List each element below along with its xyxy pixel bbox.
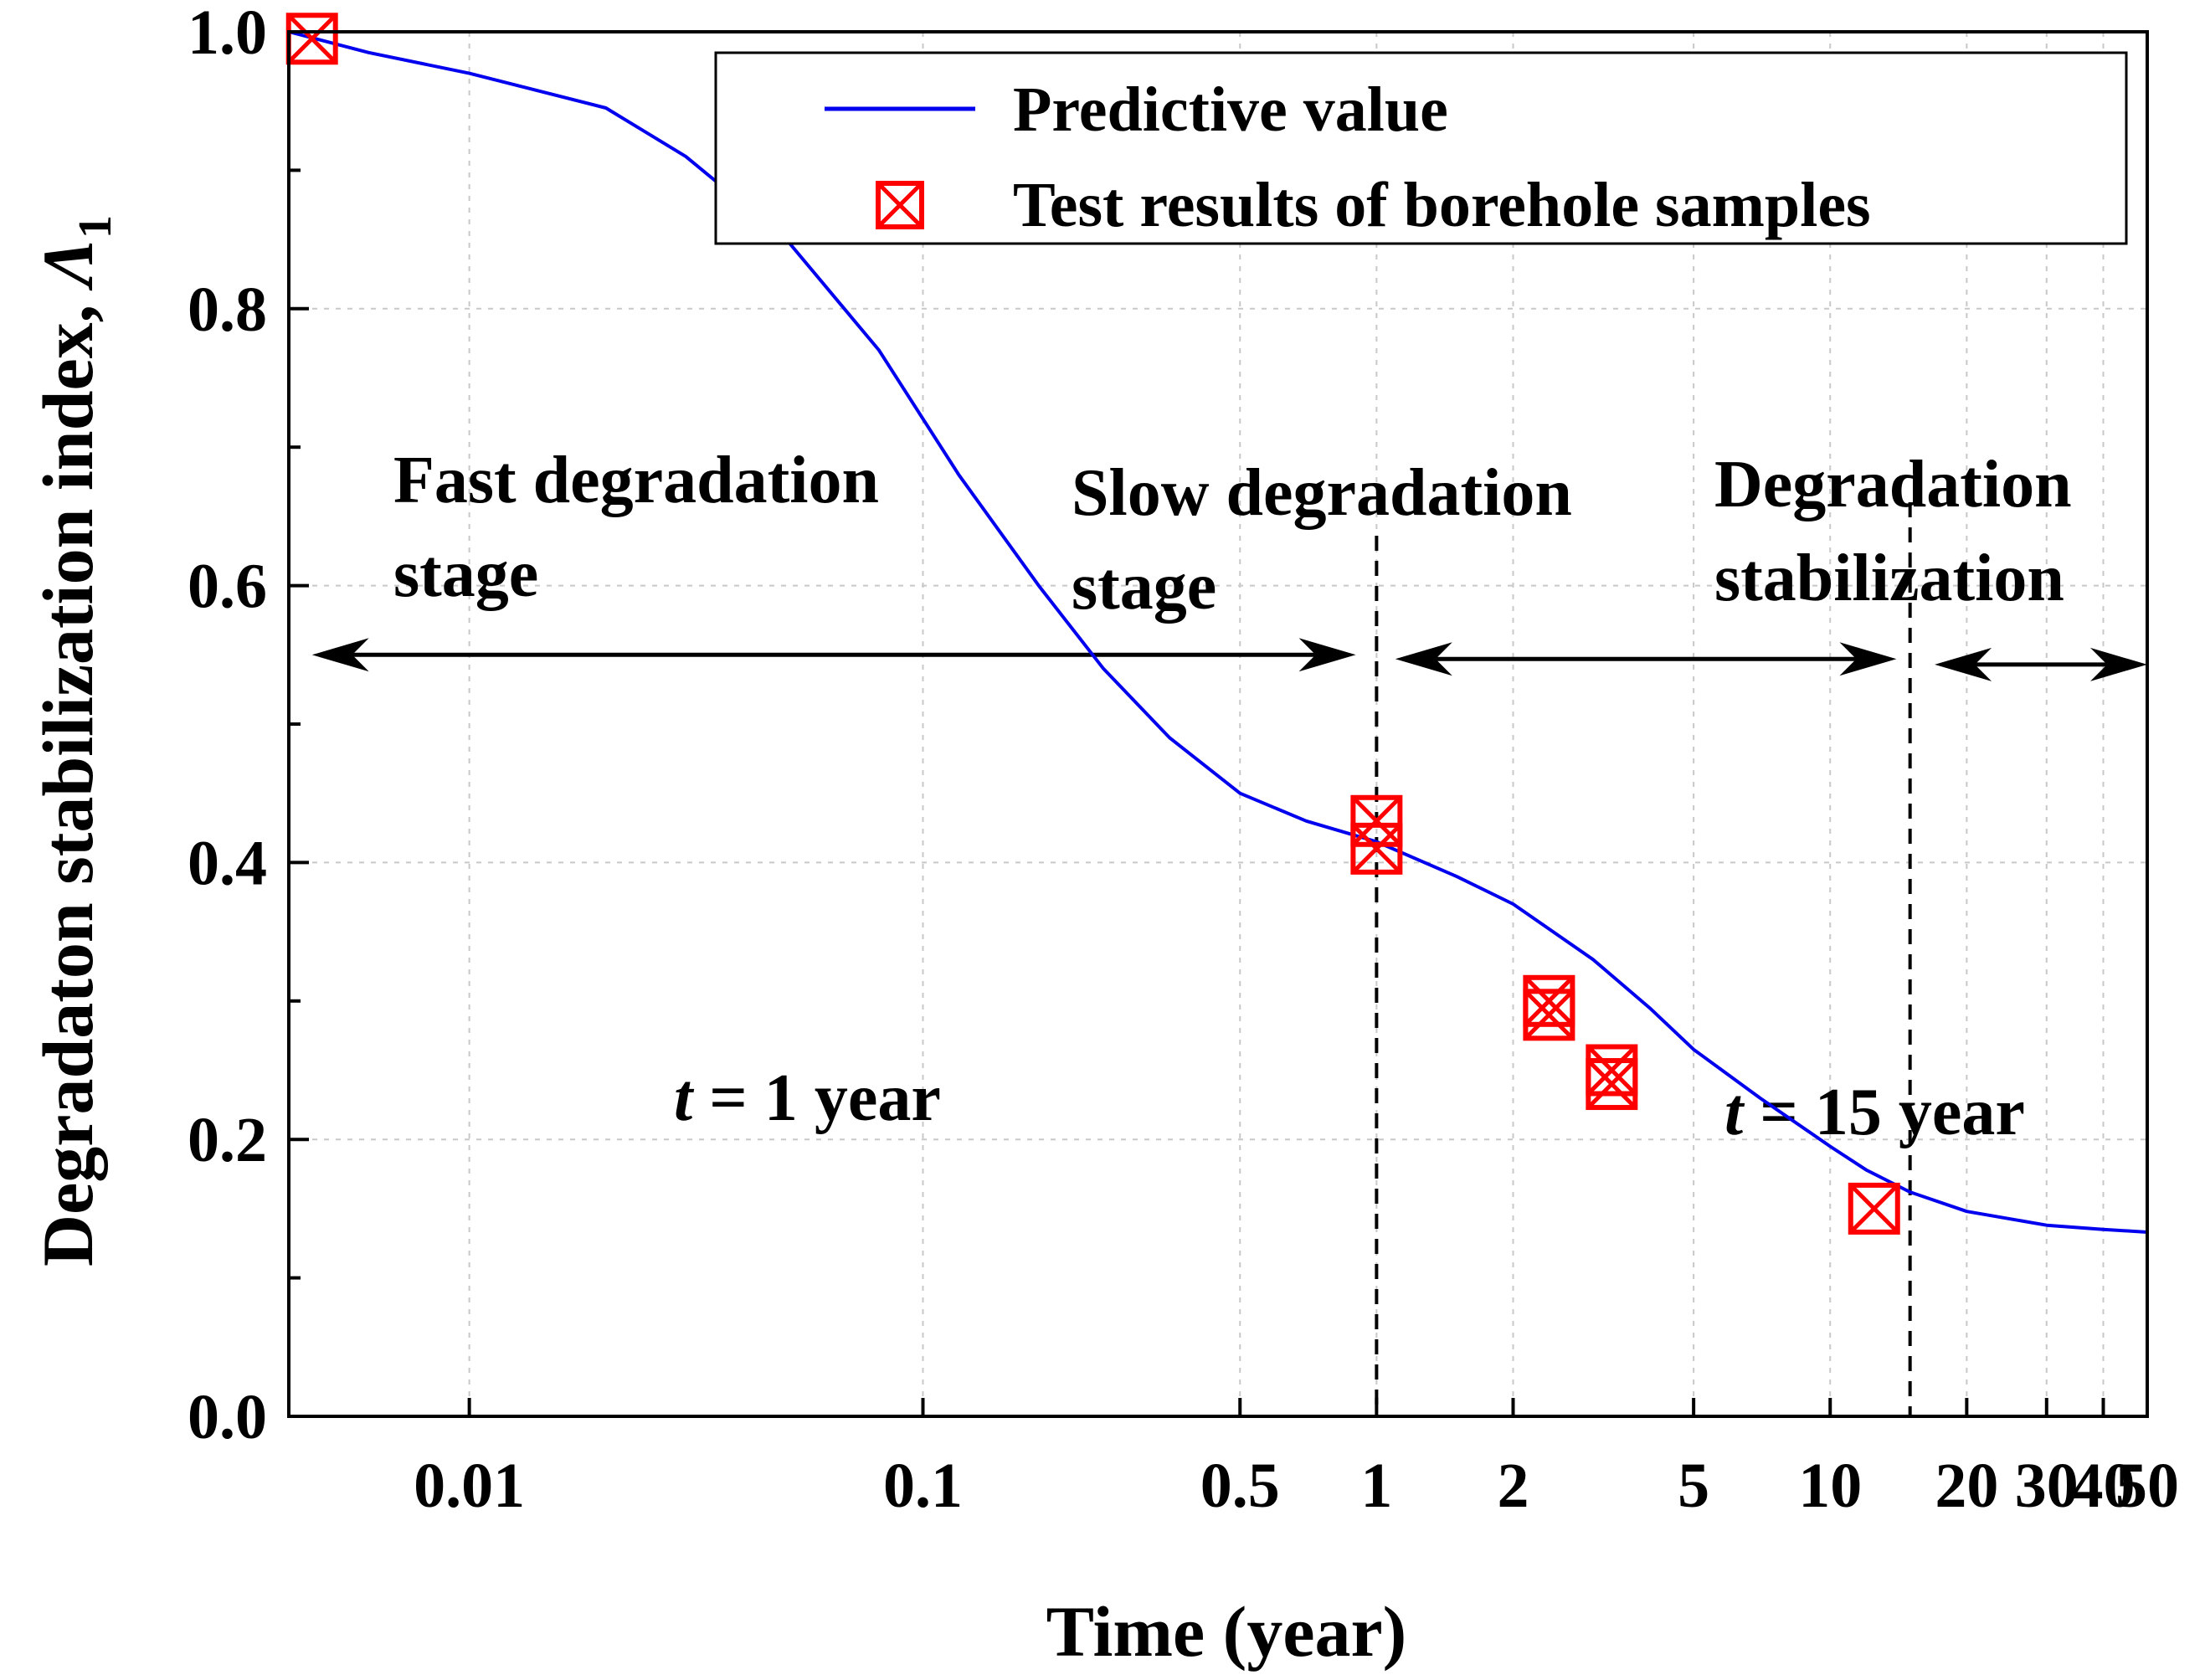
boundary-label: t = 1 year [674,1061,941,1135]
borehole-sample-point [1848,1182,1900,1235]
y-tick-label: 0.2 [188,1105,267,1175]
boundary-label-t: t [1724,1076,1745,1149]
stage-label-line1: Fast degradation [393,444,879,517]
x-tick-label: 0.01 [414,1451,525,1521]
stage-arrow-head-right [1839,642,1897,676]
legend-marker-swatch [876,181,924,229]
stage-label-line1: Slow degradation [1072,456,1572,530]
borehole-sample-point [1350,822,1403,875]
stage-label-line2: stabilization [1714,542,2064,615]
y-tick-label: 0.6 [188,552,267,622]
x-tick-label: 0.5 [1200,1451,1280,1521]
stage-arrow-head-left [1395,642,1452,676]
y-axis-title: Degradaton stabilization index, Λ1 [28,215,121,1266]
borehole-sample-point [1586,1058,1638,1111]
legend-label-borehole: Test results of borehole samples [1013,170,1871,240]
boundary-label: t = 15 year [1724,1076,2025,1149]
y-axis-title-symbol: Λ [28,239,108,291]
legend: Predictive value Test results of borehole… [714,51,2128,245]
boundary-label-t: t [674,1061,695,1135]
x-tick-label: 40 [2071,1451,2135,1521]
stage-arrow-head-left [311,638,369,672]
y-tick-label: 0.8 [188,275,267,345]
y-tick-label: 0.4 [188,828,267,898]
x-tick-label: 0.1 [883,1451,963,1521]
borehole-sample-point [1350,794,1403,847]
y-tick-label: 1.0 [188,0,267,68]
boundary-label-rest: = 1 year [692,1061,941,1135]
y-axis-title-subscript: 1 [69,215,121,239]
x-tick-label: 30 [2015,1451,2079,1521]
x-tick-label: 1 [1360,1451,1392,1521]
stage-label-line1: Degradation [1714,448,2072,521]
stage-arrow-head-left [1935,647,1992,681]
y-tick-label: 0.0 [188,1382,267,1452]
y-axis-title-text: Degradaton stabilization index, [28,286,108,1266]
legend-label-predictive: Predictive value [1013,74,1448,145]
boundary-label-rest: = 15 year [1743,1076,2025,1149]
x-tick-label: 20 [1935,1451,1998,1521]
x-axis-title: Time (year) [1046,1591,1407,1672]
x-tick-label: 50 [2115,1451,2179,1521]
stage-arrow-head-right [2090,647,2147,681]
stage-label-line2: stage [1072,550,1216,624]
borehole-samples-series [285,13,1900,1235]
stage-label-line2: stage [393,537,538,611]
x-tick-label: 10 [1798,1451,1862,1521]
borehole-sample-point [1523,989,1575,1041]
stage-arrow-head-right [1298,638,1356,672]
legend-box [714,51,2128,245]
x-tick-label: 5 [1678,1451,1709,1521]
x-tick-label: 2 [1497,1451,1529,1521]
